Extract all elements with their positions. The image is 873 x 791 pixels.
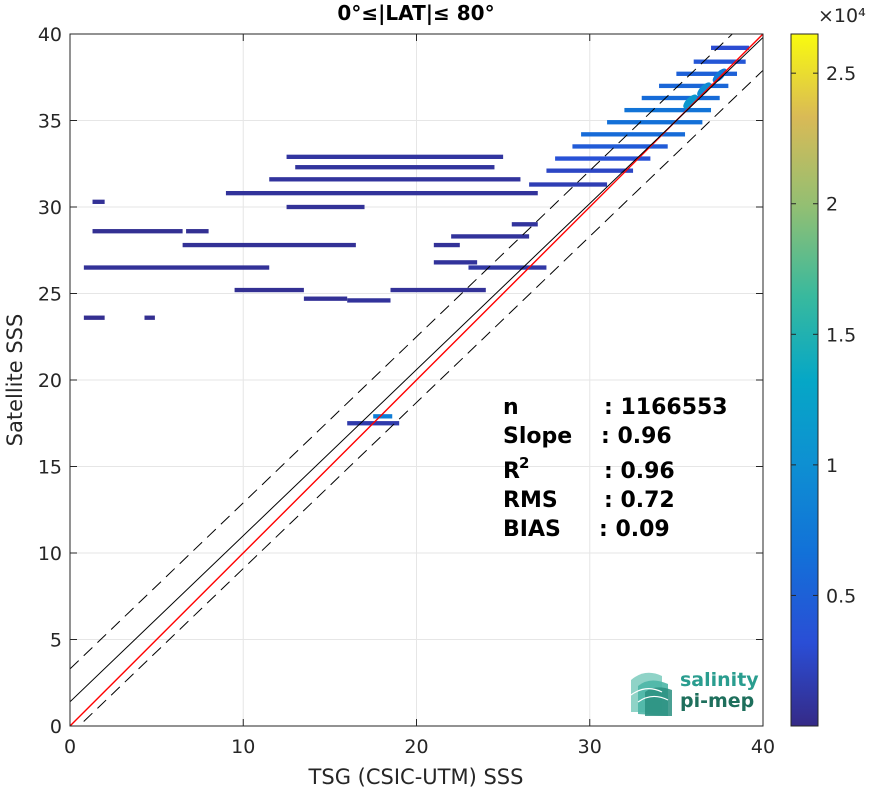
stat-label: BIAS — [503, 517, 561, 542]
stat-label: R — [503, 459, 520, 484]
x-tick-label: 10 — [231, 736, 255, 758]
y-tick-label: 20 — [38, 370, 62, 392]
density-segment — [607, 120, 703, 125]
density-segment — [144, 315, 155, 320]
density-segment — [286, 204, 365, 210]
y-axis-ticks: 0 5 10 15 20 25 30 35 40 — [38, 24, 763, 738]
colorbar: 0.5 1 1.5 2 2.5 ×10⁴ — [790, 5, 866, 727]
identity-line — [70, 34, 763, 726]
stat-label: n — [503, 395, 519, 420]
density-hotspot — [712, 68, 727, 83]
density-segment — [83, 315, 105, 320]
colorbar-tick-label: 2 — [826, 194, 838, 216]
logo-line-1: salinity — [680, 669, 759, 691]
colorbar-tick-label: 2.5 — [826, 63, 856, 85]
y-axis-label: Satellite SSS — [3, 314, 27, 447]
stat-value: : 0.09 — [599, 517, 670, 542]
density-segment — [286, 154, 504, 159]
density-segment — [711, 45, 750, 51]
y-tick-label: 0 — [50, 716, 62, 738]
logo-line-2: pi-mep — [680, 690, 754, 712]
density-segment — [641, 95, 720, 101]
y-tick-label: 15 — [38, 457, 62, 479]
density-hotspot — [697, 82, 712, 97]
density-segment — [225, 190, 538, 196]
density-segment — [83, 265, 270, 270]
y-tick-label: 25 — [38, 284, 62, 306]
density-segment — [546, 168, 634, 173]
density-segment — [511, 222, 538, 227]
colorbar-tick-label: 1 — [826, 455, 838, 477]
density-segment — [555, 156, 651, 161]
density-segment — [676, 71, 738, 76]
x-tick-label: 30 — [578, 736, 602, 758]
regression-line — [70, 37, 763, 703]
y-tick-label: 30 — [38, 197, 62, 219]
density-segment — [186, 229, 209, 234]
stat-value: : 0.72 — [604, 488, 675, 513]
density-segment — [433, 260, 478, 265]
y-tick-label: 10 — [38, 543, 62, 565]
x-tick-label: 20 — [404, 736, 428, 758]
density-segment — [624, 107, 712, 113]
stat-superscript: 2 — [519, 454, 529, 472]
density-segment — [347, 298, 391, 303]
colorbar-tick-label: 1.5 — [826, 324, 856, 346]
stat-value: : 0.96 — [604, 459, 675, 484]
stat-value: : 0.96 — [601, 424, 672, 449]
x-axis-ticks: 0 10 20 30 40 — [64, 34, 775, 758]
wave-logo-icon — [630, 672, 672, 716]
density-segment — [303, 296, 348, 301]
x-tick-label: 40 — [751, 736, 775, 758]
density-segment — [451, 234, 530, 239]
density-segment — [572, 144, 668, 149]
y-tick-label: 40 — [38, 24, 62, 46]
density-segment — [373, 414, 393, 419]
colorbar-ticks: 0.5 1 1.5 2 2.5 — [791, 63, 856, 607]
density-segment — [234, 287, 304, 293]
density-segment — [659, 83, 729, 89]
colorbar-exponent: ×10⁴ — [818, 5, 866, 27]
density-segment — [182, 242, 356, 248]
colorbar-tick-label: 0.5 — [826, 585, 856, 607]
density-segment — [390, 287, 486, 293]
density-segment — [433, 242, 460, 248]
density-segment — [92, 199, 105, 204]
upper-bound-line — [70, 34, 734, 670]
stat-label: Slope — [503, 424, 572, 449]
salinity-pi-mep-logo: salinity pi-mep — [630, 669, 759, 716]
stats-annotation: n : 1166553 Slope : 0.96 R 2 : 0.96 RMS : 0.72 BI… — [503, 395, 728, 542]
lower-bound-line — [78, 69, 763, 726]
density-segment — [529, 182, 608, 187]
density-hotspot — [683, 94, 698, 109]
density-segment — [693, 59, 746, 64]
reference-lines — [70, 34, 763, 726]
density-segment — [269, 177, 521, 182]
x-tick-label: 0 — [64, 736, 76, 758]
stat-value: : 1166553 — [604, 395, 728, 420]
colorbar-gradient — [790, 33, 819, 727]
density-segment — [92, 229, 183, 234]
y-tick-label: 5 — [50, 630, 62, 652]
density-segment — [468, 265, 547, 270]
y-tick-label: 35 — [38, 111, 62, 133]
density-marks — [83, 45, 750, 426]
density-segment — [581, 132, 686, 137]
density-segment — [295, 165, 495, 170]
x-axis-label: TSG (CSIC-UTM) SSS — [308, 765, 524, 789]
stat-label: RMS — [503, 488, 558, 513]
chart-title: 0°≤|LAT|≤ 80° — [337, 1, 494, 25]
